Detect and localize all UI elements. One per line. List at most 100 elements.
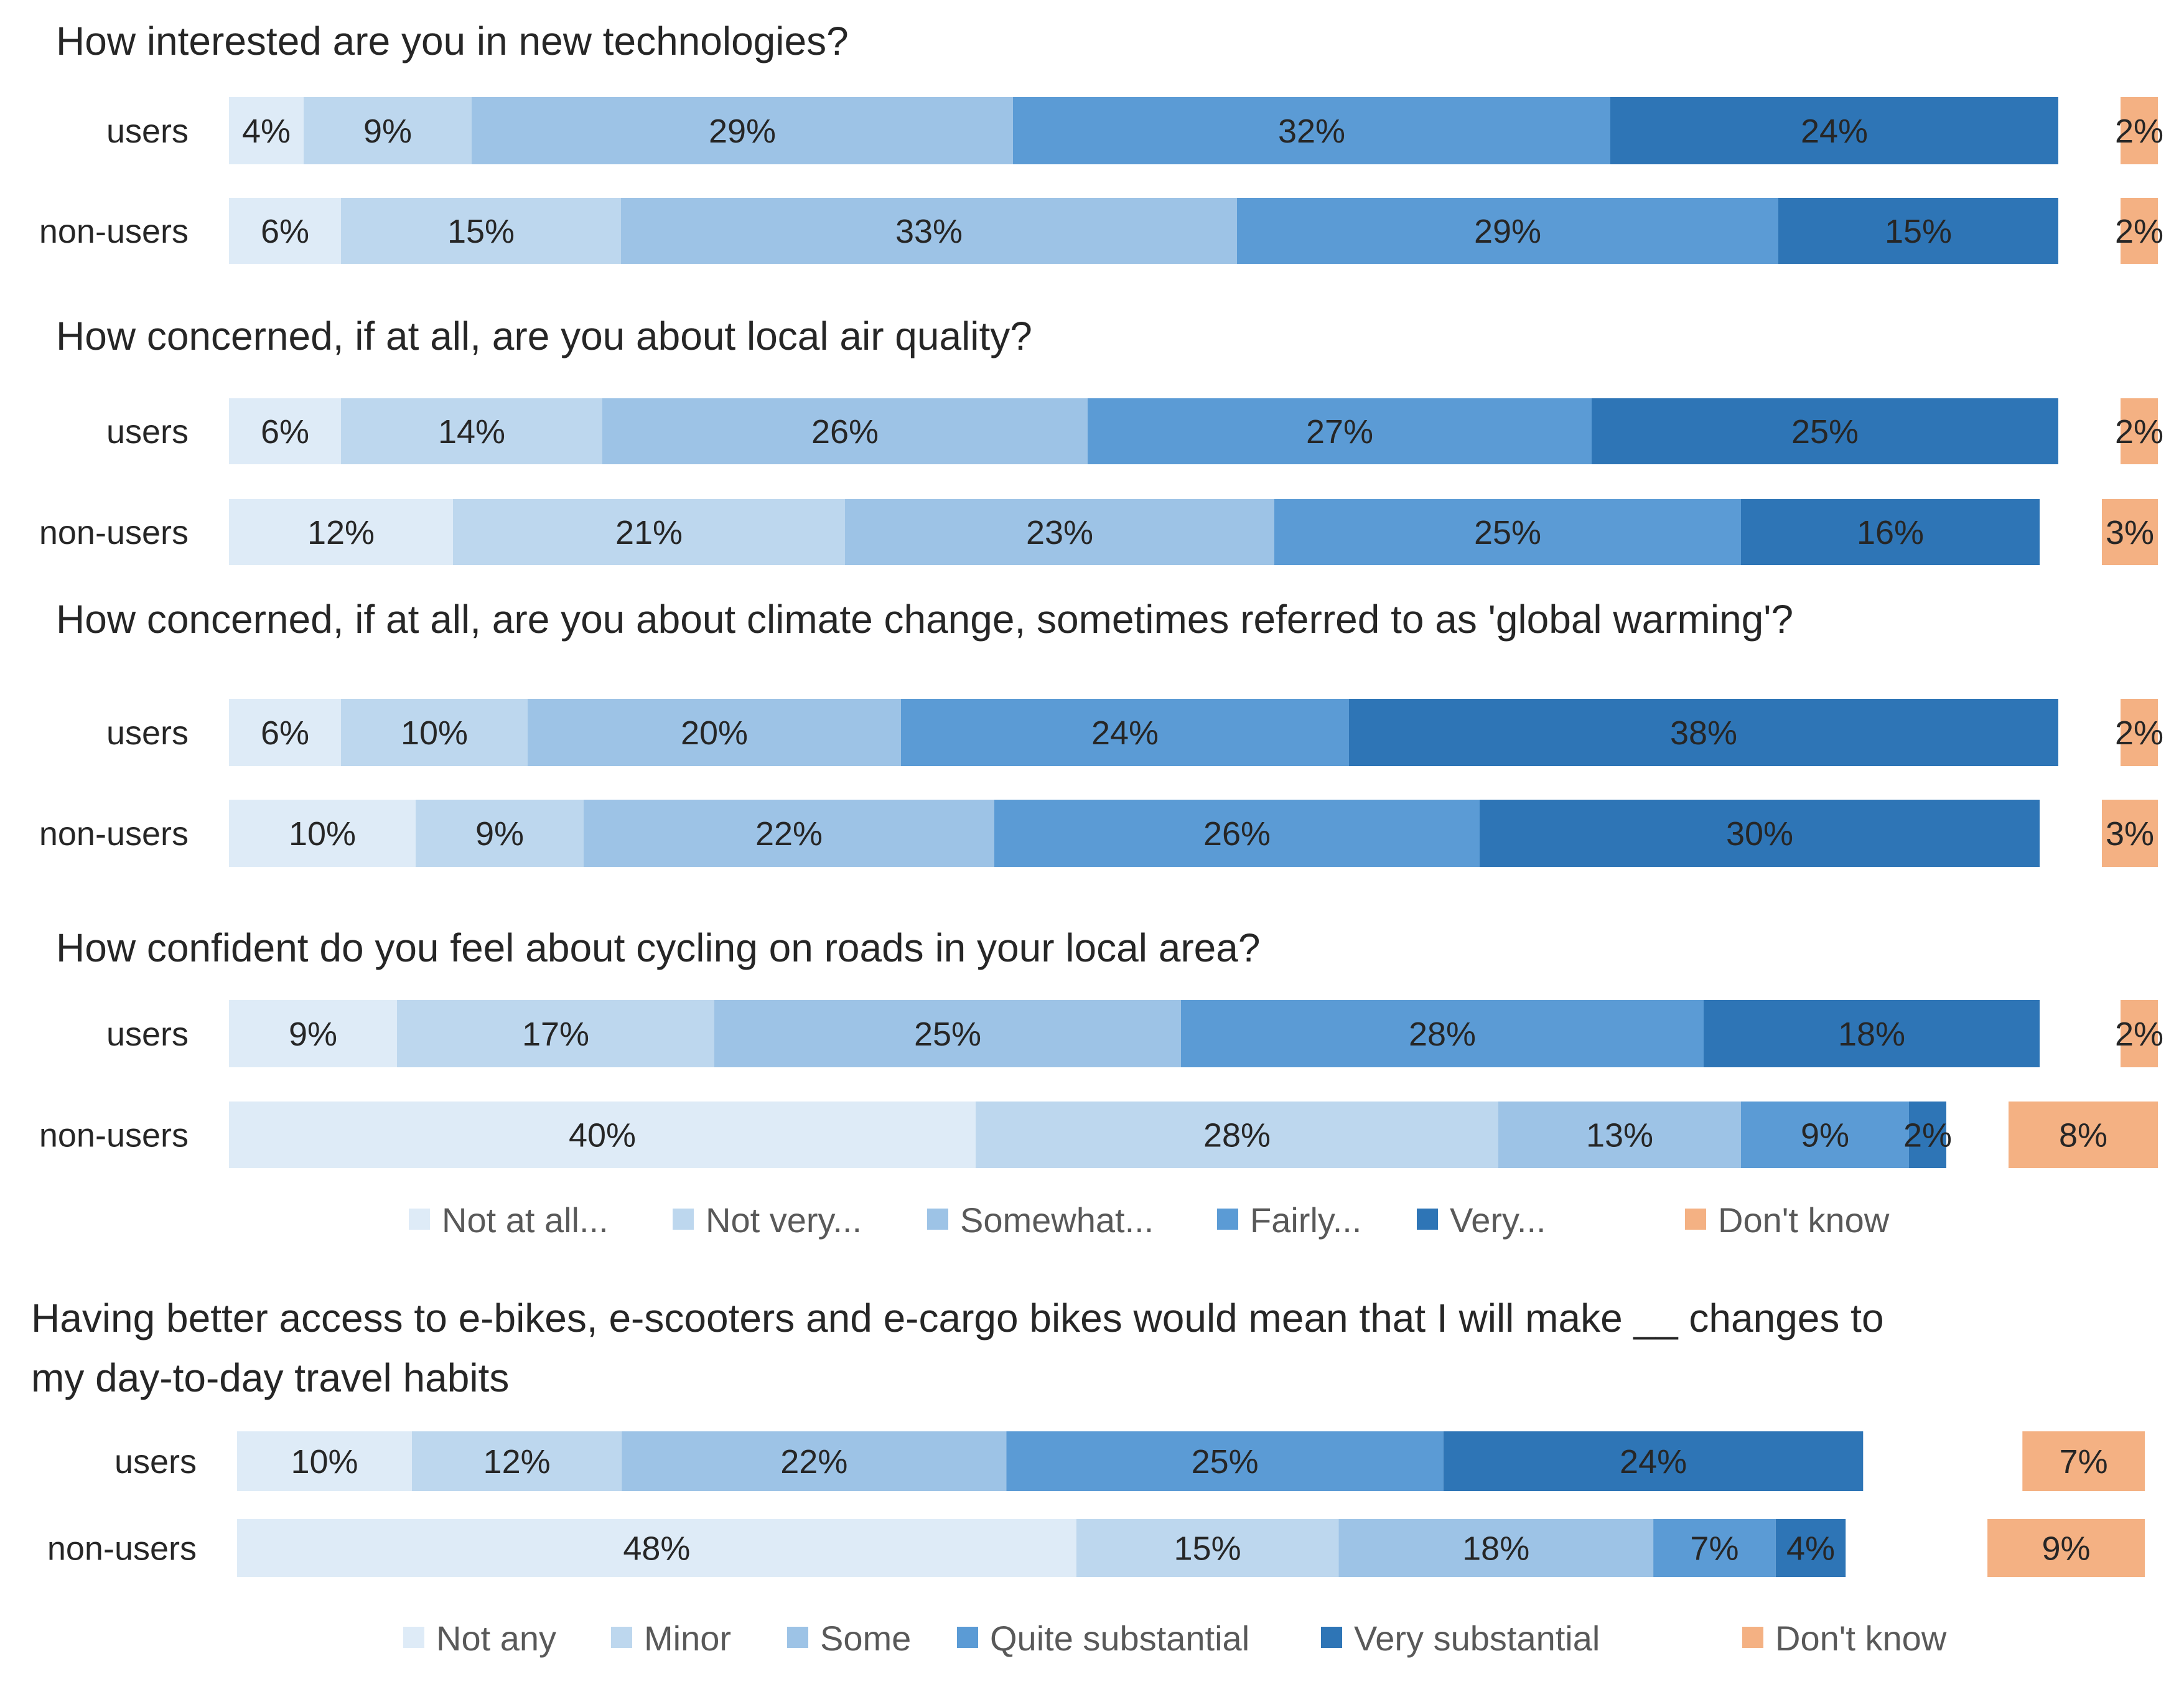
bar-segment (1987, 1519, 2145, 1577)
bar-segment (1498, 1102, 1741, 1168)
data-label: 14% (438, 413, 505, 451)
bar-segment (341, 198, 621, 264)
data-label: 25% (1474, 514, 1541, 551)
bar-segment (229, 1000, 397, 1067)
row-label-non-users: non-users (47, 1530, 197, 1568)
data-label: 15% (1885, 213, 1952, 250)
bar-segment (1592, 398, 2058, 464)
bar-segment (2009, 1102, 2158, 1168)
data-label: 8% (2059, 1117, 2107, 1154)
bar-segment (2121, 97, 2158, 164)
bar-segment (2121, 398, 2158, 464)
bar-segment (1778, 198, 2058, 264)
question-title: my day-to-day travel habits (31, 1355, 509, 1400)
legend-label: Very substantial (1354, 1619, 1600, 1658)
question-title: How concerned, if at all, are you about … (56, 314, 1032, 358)
data-label: 9% (2042, 1530, 2091, 1568)
legend-label: Fairly... (1250, 1200, 1361, 1240)
legend-swatch (403, 1627, 424, 1648)
data-label: 33% (895, 213, 963, 250)
legend-swatch (1417, 1209, 1438, 1230)
data-label: 29% (709, 113, 776, 150)
bar-segment (584, 800, 994, 867)
bar-segment (622, 1431, 1007, 1491)
legend-swatch (927, 1209, 948, 1230)
legend-swatch (1321, 1627, 1342, 1648)
bar-segment (1741, 499, 2040, 565)
bar-segment (229, 699, 341, 766)
data-label: 27% (1306, 413, 1373, 451)
data-label: 12% (307, 514, 375, 551)
data-label: 28% (1203, 1117, 1271, 1154)
data-label: 10% (291, 1443, 358, 1481)
row-label-non-users: non-users (39, 213, 189, 250)
data-label: 23% (1026, 514, 1093, 551)
bar-segment (1237, 198, 1778, 264)
legend-label: Somewhat... (960, 1200, 1154, 1240)
bar-segment (229, 97, 304, 164)
data-label: 18% (1838, 1016, 1905, 1053)
data-label: 20% (681, 714, 748, 752)
data-label: 2% (2115, 213, 2163, 250)
bar-segment (229, 198, 341, 264)
legend-swatch (409, 1209, 430, 1230)
bar-segment (1013, 97, 1610, 164)
question-title: How interested are you in new technologi… (56, 19, 849, 63)
data-label: 21% (615, 514, 683, 551)
legend-swatch (787, 1627, 808, 1648)
legend-label: Minor (644, 1619, 731, 1658)
bar-segment (229, 800, 416, 867)
bar-segment (237, 1519, 1076, 1577)
legend-label: Don't know (1775, 1619, 1947, 1658)
bar-segment (1076, 1519, 1339, 1577)
legend-label: Not any (436, 1619, 556, 1658)
row-label-users: users (114, 1443, 197, 1481)
bar-segment (2022, 1431, 2145, 1491)
data-label: 12% (483, 1443, 551, 1481)
data-label: 2% (2115, 413, 2163, 451)
data-label: 26% (811, 413, 879, 451)
question-title: Having better access to e-bikes, e-scoot… (31, 1296, 1884, 1340)
question-title: How confident do you feel about cycling … (56, 925, 1260, 970)
data-label: 38% (1670, 714, 1737, 752)
bar-segment (1181, 1000, 1704, 1067)
data-label: 24% (1620, 1443, 1687, 1481)
bar-segment (237, 1431, 412, 1491)
data-label: 29% (1474, 213, 1541, 250)
legend-label: Very... (1450, 1200, 1546, 1240)
bar-segment (1274, 499, 1741, 565)
row-label-non-users: non-users (39, 1117, 189, 1154)
legend-label: Not at all... (442, 1200, 609, 1240)
bar-segment (2102, 800, 2158, 867)
data-label: 22% (780, 1443, 847, 1481)
legend-label: Some (820, 1619, 911, 1658)
data-label: 2% (1903, 1117, 1952, 1154)
legend-label: Don't know (1718, 1200, 1890, 1240)
legend-swatch (611, 1627, 632, 1648)
legend-swatch (1685, 1209, 1706, 1230)
bar-segment (994, 800, 1480, 867)
data-label: 4% (242, 113, 291, 150)
bar-segment (1704, 1000, 2040, 1067)
bar-segment (341, 699, 528, 766)
bar-segment (1653, 1519, 1776, 1577)
row-label-users: users (106, 714, 189, 752)
bar-segment (1741, 1102, 1909, 1168)
legend-swatch (1217, 1209, 1238, 1230)
bar-segment (528, 699, 901, 766)
bar-segment (472, 97, 1013, 164)
data-label: 22% (755, 815, 823, 853)
data-label: 18% (1462, 1530, 1529, 1568)
data-label: 15% (447, 213, 515, 250)
data-label: 13% (1586, 1117, 1653, 1154)
data-label: 6% (261, 714, 309, 752)
data-label: 2% (2115, 113, 2163, 150)
data-label: 10% (289, 815, 356, 853)
row-label-non-users: non-users (39, 815, 189, 853)
data-label: 9% (289, 1016, 337, 1053)
bar-segment (1480, 800, 2040, 867)
data-label: 15% (1174, 1530, 1241, 1568)
data-label: 26% (1203, 815, 1271, 853)
